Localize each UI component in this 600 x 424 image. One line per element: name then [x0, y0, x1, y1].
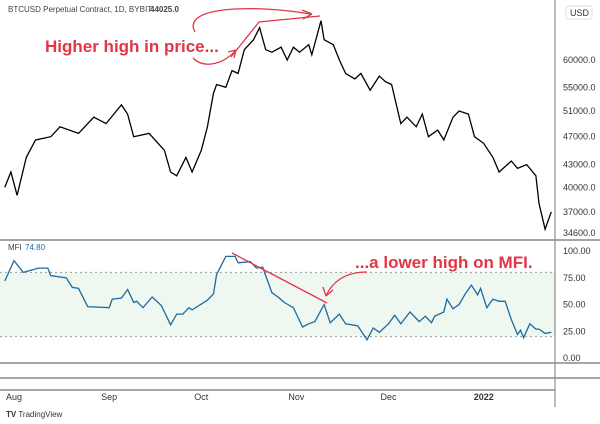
mfi-band	[0, 272, 555, 337]
mfi-legend-name: MFI	[8, 243, 22, 252]
mfi-tick-label: 0.00	[563, 353, 581, 363]
mfi-tick-label: 75.00	[563, 273, 586, 283]
time-tick-label: 2022	[474, 392, 494, 402]
price-line	[4, 20, 552, 232]
curved-arrow	[325, 271, 368, 297]
currency-badge[interactable]	[565, 5, 593, 20]
curved-arrow	[192, 7, 311, 33]
currency-badge-label: USD	[570, 8, 590, 18]
price-tick-label: 51000.0	[563, 106, 596, 116]
price-tick-label: 34600.0	[563, 228, 596, 238]
arrow-head-icon	[322, 286, 334, 297]
price-trendline	[230, 15, 321, 58]
brand-label: TradingView	[18, 410, 63, 419]
price-tick-label: 43000.0	[563, 160, 596, 170]
plot-bg	[0, 0, 555, 407]
mfi-trendline	[231, 252, 328, 304]
price-annotation: Higher high in price...	[45, 37, 219, 56]
mfi-tick-label: 100.00	[563, 246, 591, 256]
time-tick-label: Dec	[381, 392, 398, 402]
time-tick-label: Nov	[288, 392, 305, 402]
arrow-head-icon	[227, 49, 237, 59]
mfi-tick-label: 25.00	[563, 326, 586, 336]
price-tick-label: 55000.0	[563, 82, 596, 92]
time-tick-label: Sep	[101, 392, 117, 402]
curved-arrow	[192, 49, 237, 65]
chart-title: BTCUSD Perpetual Contract, 1D, BYBIT	[8, 5, 152, 14]
annotation-arrows	[192, 7, 368, 304]
mfi-legend-value: 74.80	[25, 243, 46, 252]
arrow-head-icon	[301, 9, 313, 20]
price-tick-label: 40000.0	[563, 182, 596, 192]
tradingview-logo[interactable]: TV TradingView	[6, 410, 63, 419]
last-price: 44025.0	[150, 5, 179, 14]
mfi-tick-label: 50.00	[563, 300, 586, 310]
price-tick-label: 37000.0	[563, 207, 596, 217]
time-tick-label: Oct	[194, 392, 209, 402]
price-tick-label: 60000.0	[563, 55, 596, 65]
mfi-line	[4, 255, 552, 342]
time-tick-label: Aug	[6, 392, 22, 402]
price-tick-label: 47000.0	[563, 132, 596, 142]
mfi-annotation: ...a lower high on MFI.	[355, 253, 533, 272]
